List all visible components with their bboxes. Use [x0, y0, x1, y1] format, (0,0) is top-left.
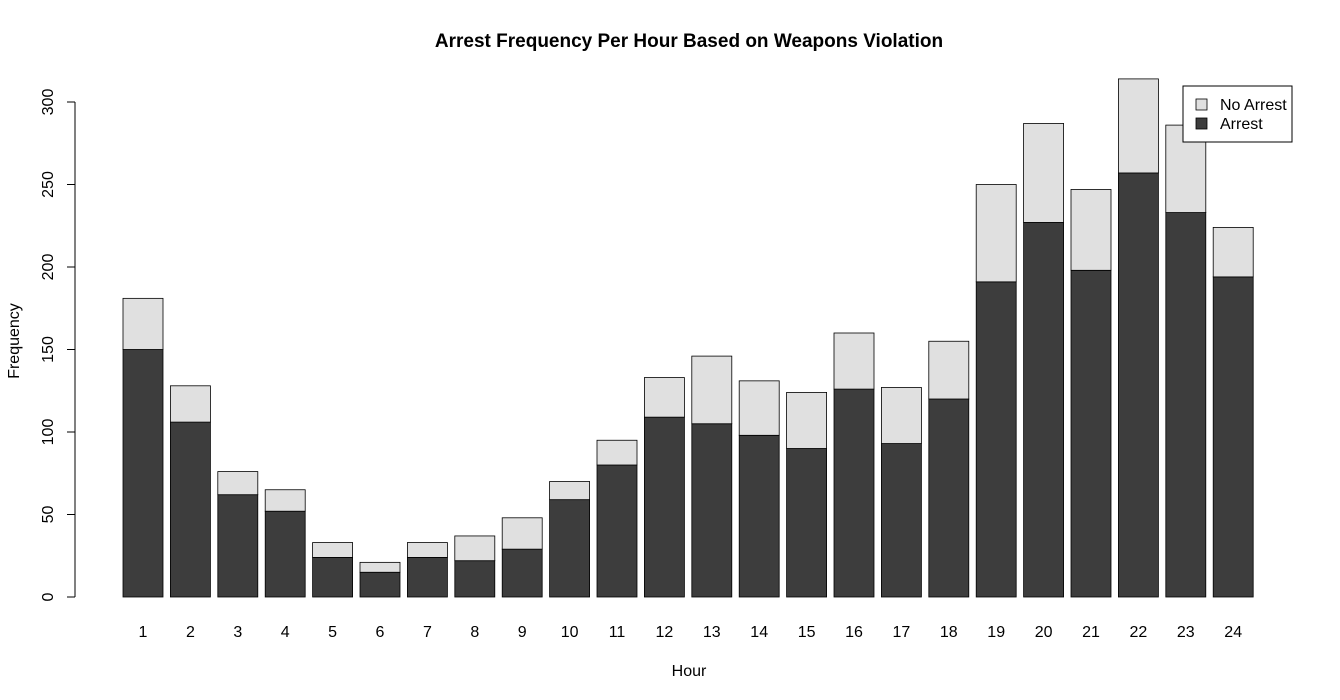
- legend-label: No Arrest: [1220, 97, 1287, 114]
- bar-arrest-hour-7: [406, 557, 448, 598]
- legend-swatch: [1195, 98, 1208, 111]
- bar-no-arrest-hour-3: [217, 471, 259, 496]
- x-tick-label: 20: [1035, 624, 1053, 641]
- bar-no-arrest-hour-22: [1118, 78, 1159, 174]
- bar-arrest-hour-10: [549, 499, 590, 598]
- bar-arrest-hour-14: [738, 434, 780, 598]
- bar-no-arrest-hour-11: [596, 439, 638, 466]
- y-tick-label: 200: [40, 254, 57, 281]
- bar-no-arrest-hour-19: [975, 184, 1017, 283]
- bar-arrest-hour-3: [217, 494, 259, 598]
- y-tick-label: 300: [40, 89, 57, 116]
- legend-box: [1182, 85, 1293, 143]
- x-tick-label: 11: [609, 624, 626, 641]
- x-tick-label: 21: [1082, 624, 1100, 641]
- bar-no-arrest-hour-14: [738, 380, 780, 436]
- x-tick-label: 16: [845, 624, 863, 641]
- x-tick-label: 15: [798, 624, 816, 641]
- y-axis: 0 50 100 150 200 250 300: [40, 89, 76, 601]
- x-tick-label: 17: [893, 624, 911, 641]
- legend-swatch: [1195, 117, 1208, 130]
- y-tick-label: 250: [40, 171, 57, 198]
- bar-no-arrest-hour-24: [1212, 226, 1254, 278]
- bars-group: [122, 78, 1254, 598]
- x-tick-label: 5: [328, 624, 337, 641]
- bar-no-arrest-hour-1: [122, 297, 164, 350]
- bar-arrest-hour-20: [1023, 222, 1064, 598]
- x-tick-label: 14: [750, 624, 768, 641]
- x-tick-label: 9: [518, 624, 527, 641]
- x-tick-labels: 1 2 3 4 5 6 7 8 9 10 11 12 13 14 15 16 17 18 19 20 21 22 23 24: [139, 624, 1243, 641]
- legend-label: Arrest: [1220, 116, 1263, 133]
- bar-arrest-hour-15: [786, 448, 827, 598]
- bar-arrest-hour-12: [644, 416, 685, 598]
- bar-arrest-hour-4: [264, 510, 306, 598]
- x-tick-label: 13: [703, 624, 721, 641]
- bar-arrest-hour-6: [359, 571, 401, 598]
- chart-title: Arrest Frequency Per Hour Based on Weapo…: [435, 31, 943, 52]
- x-tick-label: 23: [1177, 624, 1195, 641]
- y-tick-label: 100: [40, 419, 57, 446]
- bar-no-arrest-hour-10: [549, 481, 590, 501]
- bar-no-arrest-hour-16: [833, 332, 875, 390]
- x-tick-label: 12: [656, 624, 674, 641]
- bar-no-arrest-hour-20: [1023, 123, 1064, 223]
- bar-no-arrest-hour-9: [501, 517, 543, 550]
- bar-arrest-hour-8: [454, 560, 496, 598]
- bar-arrest-hour-24: [1212, 276, 1254, 598]
- bar-no-arrest-hour-8: [454, 535, 496, 562]
- y-tick-label: 0: [40, 592, 57, 601]
- bar-no-arrest-hour-13: [691, 355, 733, 425]
- bar-arrest-hour-2: [169, 421, 211, 598]
- bar-arrest-hour-23: [1165, 212, 1207, 598]
- x-tick-label: 8: [470, 624, 479, 641]
- bar-no-arrest-hour-2: [169, 385, 211, 423]
- x-tick-label: 3: [233, 624, 242, 641]
- x-tick-label: 7: [423, 624, 432, 641]
- bar-arrest-hour-13: [691, 423, 733, 598]
- bar-no-arrest-hour-4: [264, 489, 306, 512]
- bar-arrest-hour-19: [975, 281, 1017, 598]
- x-tick-label: 1: [139, 624, 148, 641]
- x-tick-label: 2: [186, 624, 195, 641]
- bar-no-arrest-hour-21: [1070, 189, 1112, 271]
- bar-arrest-hour-22: [1118, 172, 1159, 598]
- bar-arrest-hour-5: [312, 557, 354, 598]
- bar-arrest-hour-1: [122, 349, 164, 598]
- bar-arrest-hour-18: [928, 398, 970, 598]
- x-tick-label: 18: [940, 624, 958, 641]
- bar-no-arrest-hour-5: [312, 542, 354, 558]
- x-tick-label: 24: [1224, 624, 1242, 641]
- bar-no-arrest-hour-7: [406, 542, 448, 558]
- bar-arrest-hour-16: [833, 388, 875, 598]
- bar-arrest-hour-21: [1070, 269, 1112, 598]
- bar-arrest-hour-11: [596, 464, 638, 598]
- legend: No Arrest Arrest: [1182, 85, 1293, 143]
- bar-arrest-hour-17: [881, 443, 922, 598]
- bar-no-arrest-hour-6: [359, 561, 401, 573]
- y-tick-label: 50: [40, 506, 57, 524]
- y-tick-label: 150: [40, 336, 57, 363]
- x-tick-label: 4: [281, 624, 290, 641]
- x-axis-label: Hour: [672, 663, 707, 680]
- bar-no-arrest-hour-18: [928, 340, 970, 400]
- x-tick-label: 22: [1130, 624, 1148, 641]
- x-tick-label: 19: [987, 624, 1005, 641]
- y-axis-label: Frequency: [6, 303, 23, 379]
- x-tick-label: 10: [561, 624, 579, 641]
- x-tick-label: 6: [376, 624, 385, 641]
- bar-no-arrest-hour-15: [786, 391, 827, 449]
- bar-no-arrest-hour-17: [881, 387, 922, 444]
- bar-arrest-hour-9: [501, 548, 543, 598]
- bar-no-arrest-hour-12: [644, 377, 685, 418]
